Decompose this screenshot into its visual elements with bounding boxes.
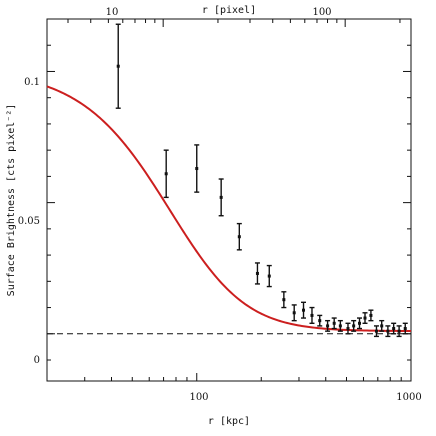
data-point (266, 264, 272, 288)
point-marker (326, 324, 330, 328)
point-marker (346, 327, 350, 331)
point-marker (338, 324, 342, 328)
data-point (362, 312, 368, 324)
data-point (345, 322, 351, 335)
point-marker (363, 316, 367, 320)
x2-tick-label-10: 10 (106, 7, 119, 18)
point-marker (369, 313, 373, 317)
y-tick-label-0.1: 0.1 (24, 77, 40, 88)
point-marker (332, 321, 336, 325)
data-point (218, 178, 224, 217)
plot-area-frame (46, 18, 412, 382)
point-marker (358, 321, 362, 325)
point-marker (237, 235, 241, 239)
data-point (309, 306, 315, 324)
data-point (402, 322, 408, 335)
data-point (385, 325, 391, 338)
point-marker (386, 329, 390, 333)
point-marker (255, 271, 259, 275)
data-point (379, 319, 385, 332)
data-point (163, 149, 169, 199)
data-point (194, 144, 200, 193)
data-point (373, 325, 379, 338)
data-point (396, 325, 402, 338)
data-point (291, 304, 297, 322)
data-point (115, 23, 121, 109)
point-marker (310, 313, 314, 317)
data-point (325, 319, 331, 332)
data-points (115, 23, 408, 338)
point-marker (380, 324, 384, 328)
point-marker (282, 298, 286, 302)
point-marker (352, 324, 356, 328)
data-point (391, 322, 397, 335)
point-marker (267, 274, 271, 278)
point-marker (116, 64, 120, 68)
data-point (236, 222, 242, 251)
point-marker (374, 329, 378, 333)
point-marker (397, 329, 401, 333)
point-marker (195, 167, 199, 171)
model-fit-curve (46, 85, 412, 333)
data-point (351, 319, 357, 332)
bottom-axis-label: r [kpc] (208, 416, 250, 427)
point-marker (302, 308, 306, 312)
data-point (337, 319, 343, 332)
data-point (281, 291, 287, 309)
top-axis-label: r [pixel] (202, 5, 256, 16)
data-point (331, 317, 337, 330)
point-marker (219, 195, 223, 199)
data-point (301, 301, 307, 319)
y-axis-label: Surface Brightness [cts pixel⁻²] (6, 104, 17, 297)
point-marker (392, 327, 396, 331)
x2-tick-label-100: 100 (312, 7, 331, 18)
data-point (368, 309, 374, 322)
y-tick-label-0.05: 0.05 (18, 216, 40, 227)
point-marker (164, 172, 168, 176)
data-point (317, 314, 323, 327)
point-marker (292, 311, 296, 315)
y-tick-label-0: 0 (34, 355, 40, 366)
data-point (357, 317, 363, 330)
data-point (254, 262, 260, 285)
point-marker (318, 319, 322, 323)
point-marker (403, 327, 407, 331)
x-tick-label-100: 100 (189, 392, 208, 403)
axis-ticks (46, 18, 412, 381)
x-tick-label-1000: 1000 (396, 392, 421, 403)
